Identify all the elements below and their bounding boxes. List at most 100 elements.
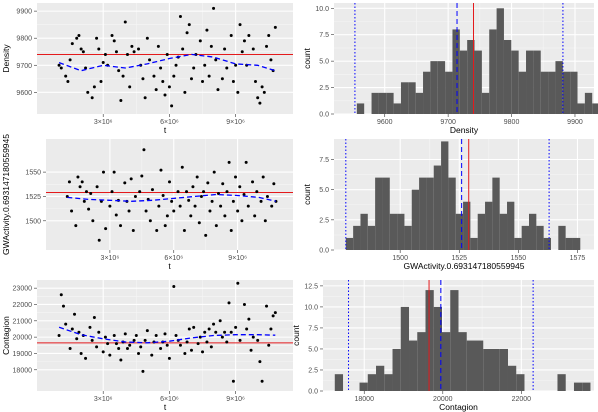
data-point xyxy=(159,66,163,70)
panel-p6: 0.0 2.5 5.0 7.5 10.0 12.5 18000 20000 22000 Conta… xyxy=(291,280,594,412)
y-tick-label: 5.0 xyxy=(319,59,329,66)
data-point xyxy=(205,28,209,32)
data-point xyxy=(103,52,107,56)
data-point xyxy=(247,33,251,37)
x-axis-title: Density xyxy=(450,125,479,135)
data-point xyxy=(181,47,185,51)
y-tick-label: 2.5 xyxy=(319,85,329,92)
data-point xyxy=(212,322,216,326)
histogram-bar xyxy=(463,201,471,250)
histogram-bar xyxy=(459,50,468,114)
data-point xyxy=(245,327,249,331)
data-point xyxy=(256,96,260,100)
data-point xyxy=(267,343,271,347)
data-point xyxy=(79,351,83,355)
y-tick-label: 20000 xyxy=(13,335,33,342)
data-point xyxy=(227,301,231,305)
data-point xyxy=(251,335,255,339)
data-point xyxy=(189,214,193,218)
data-point xyxy=(192,325,196,329)
data-point xyxy=(103,335,107,339)
y-tick-label: 1525 xyxy=(25,194,41,201)
data-point xyxy=(129,177,133,181)
histogram-bar xyxy=(570,71,578,114)
histogram-bar xyxy=(511,50,519,114)
histogram-bar xyxy=(455,213,464,250)
y-tick-label: 2.5 xyxy=(319,217,329,224)
data-point xyxy=(128,85,132,89)
data-point xyxy=(193,204,197,208)
histogram-bar xyxy=(470,237,478,250)
histogram-bar xyxy=(572,237,581,250)
data-point xyxy=(119,358,123,362)
y-tick-label: 19000 xyxy=(13,351,33,358)
data-point xyxy=(117,347,121,351)
histogram-bar xyxy=(492,177,500,250)
data-point xyxy=(178,204,182,208)
data-point xyxy=(247,317,251,321)
data-point xyxy=(260,85,264,89)
data-point xyxy=(61,304,65,308)
data-point xyxy=(272,182,276,186)
histogram-bar xyxy=(529,213,537,250)
data-point xyxy=(261,175,265,179)
y-tick-label: 2.5 xyxy=(308,367,318,374)
histogram-bar xyxy=(345,237,354,250)
histogram-bar xyxy=(558,225,566,250)
histogram-bar xyxy=(445,71,453,114)
data-point xyxy=(253,214,257,218)
data-point xyxy=(172,74,176,78)
histogram-bar xyxy=(592,103,598,114)
data-point xyxy=(68,58,72,62)
data-point xyxy=(197,221,201,225)
data-point xyxy=(234,63,238,67)
histogram-bar xyxy=(400,82,409,114)
histogram-bar xyxy=(384,374,393,391)
histogram-bar xyxy=(573,382,583,391)
y-tick-label: 7.5 xyxy=(308,325,318,332)
histogram-bar xyxy=(375,177,383,250)
data-point xyxy=(148,219,152,223)
data-point xyxy=(209,44,213,48)
x-tick-label: 9×10⁶ xyxy=(226,396,245,403)
data-point xyxy=(214,330,218,334)
histogram-bar xyxy=(577,103,585,114)
y-axis-title: Density xyxy=(1,44,11,73)
histogram-bar xyxy=(540,71,549,114)
x-axis-title: t xyxy=(168,261,171,271)
data-point xyxy=(110,190,114,194)
panel-p3: 1500 1525 1550 3×10⁶ 6×10⁶ 9×10⁶ t GWActivity.0… xyxy=(1,134,293,271)
data-point xyxy=(112,170,116,174)
histogram-bar xyxy=(415,92,424,114)
data-point xyxy=(216,88,220,92)
data-point xyxy=(174,334,178,337)
data-point xyxy=(106,342,110,346)
data-point xyxy=(212,170,216,174)
data-point xyxy=(143,96,147,100)
data-point xyxy=(123,332,127,336)
histogram-bar xyxy=(334,374,344,391)
data-point xyxy=(262,90,266,94)
histogram-bar xyxy=(548,71,556,114)
x-axis-title: GWActivity.0.693147180559945 xyxy=(404,261,525,271)
data-point xyxy=(176,190,180,194)
histogram-bar xyxy=(452,29,460,114)
data-point xyxy=(182,229,186,233)
histogram-bar xyxy=(360,213,368,250)
panel-p1: 9600 9700 9800 9900 3×10⁶ 6×10⁶ 9×10⁶ t Density xyxy=(1,3,293,135)
data-point xyxy=(244,160,248,164)
data-point xyxy=(167,85,171,89)
data-point xyxy=(161,80,165,84)
data-point xyxy=(204,233,208,237)
data-point xyxy=(258,360,262,364)
x-tick-label: 3×10⁶ xyxy=(94,396,113,403)
data-point xyxy=(168,180,171,184)
histogram-bar xyxy=(389,213,398,250)
y-tick-label: 23000 xyxy=(13,286,33,293)
data-point xyxy=(256,338,260,342)
data-point xyxy=(163,332,167,336)
data-point xyxy=(74,224,78,228)
data-point xyxy=(210,199,214,203)
y-axis-title: count xyxy=(302,47,312,68)
data-point xyxy=(139,345,143,349)
